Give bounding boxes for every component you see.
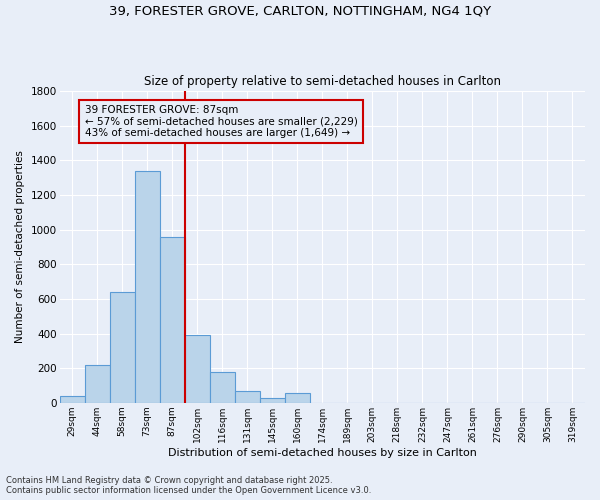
Text: Contains HM Land Registry data © Crown copyright and database right 2025.
Contai: Contains HM Land Registry data © Crown c… [6,476,371,495]
Bar [210,372,235,403]
Bar [285,394,310,403]
Bar [59,396,85,403]
Bar [185,335,210,403]
Bar [85,364,110,403]
Text: 39 FORESTER GROVE: 87sqm
← 57% of semi-detached houses are smaller (2,229)
43% o: 39 FORESTER GROVE: 87sqm ← 57% of semi-d… [85,105,358,138]
Bar [134,170,160,403]
Y-axis label: Number of semi-detached properties: Number of semi-detached properties [15,150,25,344]
Bar [260,398,285,403]
Bar [110,292,134,403]
Title: Size of property relative to semi-detached houses in Carlton: Size of property relative to semi-detach… [144,76,501,88]
Bar [160,236,185,403]
Text: 39, FORESTER GROVE, CARLTON, NOTTINGHAM, NG4 1QY: 39, FORESTER GROVE, CARLTON, NOTTINGHAM,… [109,5,491,18]
Bar [235,390,260,403]
X-axis label: Distribution of semi-detached houses by size in Carlton: Distribution of semi-detached houses by … [168,448,477,458]
